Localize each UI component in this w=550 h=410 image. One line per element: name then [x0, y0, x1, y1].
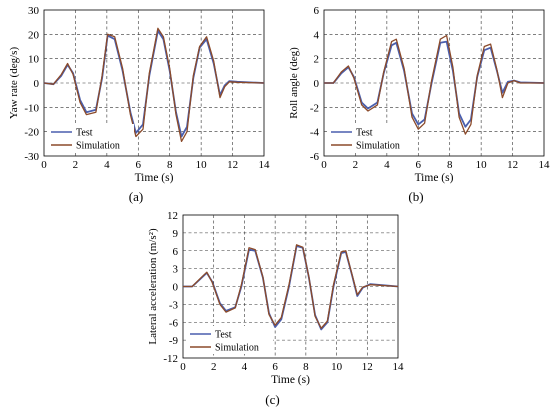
legend-label: Simulation [215, 343, 259, 354]
x-tick-label: 14 [259, 159, 271, 171]
x-tick-label: 12 [362, 361, 373, 373]
legend-label: Test [356, 128, 373, 139]
legend-box [328, 124, 414, 152]
y-axis-label: Yaw rate (deg/s) [8, 47, 20, 120]
x-axis-label: Time (s) [415, 172, 454, 184]
y-tick-label: 6 [173, 246, 179, 258]
x-tick-label: 6 [272, 361, 278, 373]
chart-panel: 0 2 4 6 8 10 12 14 -12 -9 -6 -3 0 3 6 9 12 Time (s) Latera… [147, 210, 404, 407]
y-tick-label: -12 [163, 353, 178, 365]
legend-label: Simulation [356, 141, 400, 152]
legend-box [187, 326, 273, 354]
x-tick-label: 14 [393, 361, 405, 373]
series-line-simulation [183, 244, 399, 329]
x-tick-label: 12 [507, 159, 518, 171]
x-tick-label: 4 [104, 159, 110, 171]
y-tick-label: 4 [314, 29, 320, 41]
x-tick-label: 4 [242, 361, 248, 373]
y-tick-label: -30 [24, 151, 39, 163]
y-tick-label: -3 [169, 299, 179, 311]
y-tick-label: -6 [169, 317, 179, 329]
y-tick-label: -10 [24, 102, 39, 114]
y-tick-label: 0 [173, 282, 179, 294]
x-tick-label: 8 [303, 361, 309, 373]
legend-label: Test [215, 330, 232, 341]
x-tick-label: 8 [447, 159, 453, 171]
y-tick-label: -4 [310, 127, 320, 139]
x-axis-label: Time (s) [271, 374, 310, 386]
y-tick-label: -6 [310, 151, 320, 163]
x-tick-label: 8 [167, 159, 173, 171]
y-tick-label: 10 [28, 54, 40, 66]
series-line-simulation [324, 34, 544, 135]
x-tick-label: 6 [416, 159, 422, 171]
y-tick-label: -2 [310, 102, 319, 114]
x-tick-label: 4 [384, 159, 390, 171]
panel-label: (c) [265, 392, 279, 407]
y-tick-label: 9 [173, 228, 179, 240]
y-axis-label: Lateral acceleration (m/s²) [147, 228, 159, 345]
panel-label: (b) [408, 189, 423, 204]
x-tick-label: 10 [196, 159, 208, 171]
y-tick-label: 12 [167, 210, 178, 222]
x-tick-label: 2 [73, 159, 79, 171]
x-tick-label: 0 [180, 361, 186, 373]
x-tick-label: 0 [321, 159, 327, 171]
x-tick-label: 10 [476, 159, 488, 171]
y-tick-label: 20 [28, 29, 40, 41]
x-tick-label: 2 [211, 361, 217, 373]
x-axis-label: Time (s) [135, 172, 174, 184]
y-tick-label: 3 [173, 264, 179, 276]
chart-panel: 0 2 4 6 8 10 12 14 -30 -20 -10 0 10 20 30 Time (s) Yaw r… [8, 5, 270, 204]
y-axis-label: Roll angle (deg) [288, 47, 300, 119]
x-tick-label: 6 [136, 159, 142, 171]
series-line-simulation [43, 27, 265, 143]
x-tick-label: 14 [539, 159, 550, 171]
y-tick-label: 30 [28, 5, 40, 17]
panel-label: (a) [129, 189, 143, 204]
y-tick-label: -9 [169, 335, 179, 347]
y-tick-label: -20 [24, 127, 39, 139]
x-tick-label: 2 [353, 159, 359, 171]
x-tick-label: 10 [331, 361, 343, 373]
y-tick-label: 0 [34, 78, 40, 90]
legend-label: Test [76, 128, 93, 139]
y-tick-label: 6 [314, 5, 320, 17]
y-tick-label: 2 [314, 54, 320, 66]
x-tick-label: 12 [227, 159, 238, 171]
legend-label: Simulation [76, 141, 120, 152]
x-tick-label: 0 [41, 159, 47, 171]
y-tick-label: 0 [314, 78, 320, 90]
legend-box [48, 124, 134, 152]
